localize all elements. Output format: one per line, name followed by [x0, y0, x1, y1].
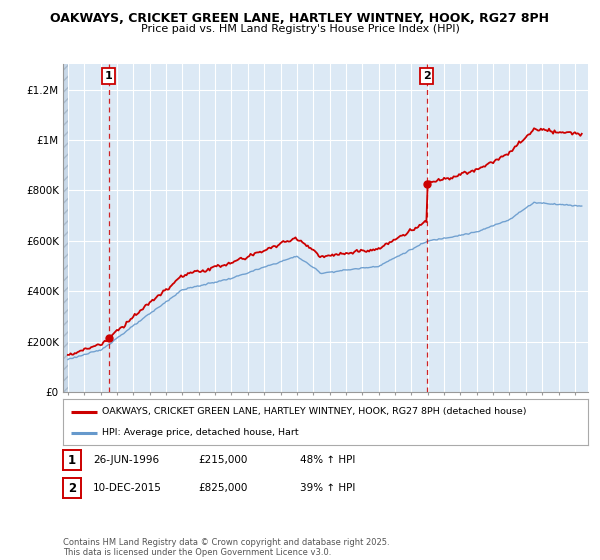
Text: Contains HM Land Registry data © Crown copyright and database right 2025.
This d: Contains HM Land Registry data © Crown c…	[63, 538, 389, 557]
Text: 1: 1	[68, 454, 76, 467]
Text: £215,000: £215,000	[198, 455, 247, 465]
Text: OAKWAYS, CRICKET GREEN LANE, HARTLEY WINTNEY, HOOK, RG27 8PH (detached house): OAKWAYS, CRICKET GREEN LANE, HARTLEY WIN…	[103, 407, 527, 416]
Text: HPI: Average price, detached house, Hart: HPI: Average price, detached house, Hart	[103, 428, 299, 437]
Text: 26-JUN-1996: 26-JUN-1996	[93, 455, 159, 465]
Bar	[63, 64, 68, 392]
Text: 48% ↑ HPI: 48% ↑ HPI	[300, 455, 355, 465]
Text: 1: 1	[105, 71, 113, 81]
Text: OAKWAYS, CRICKET GREEN LANE, HARTLEY WINTNEY, HOOK, RG27 8PH: OAKWAYS, CRICKET GREEN LANE, HARTLEY WIN…	[50, 12, 550, 25]
Text: Price paid vs. HM Land Registry's House Price Index (HPI): Price paid vs. HM Land Registry's House …	[140, 24, 460, 34]
Text: £825,000: £825,000	[198, 483, 247, 493]
Text: 10-DEC-2015: 10-DEC-2015	[93, 483, 162, 493]
Text: 2: 2	[423, 71, 431, 81]
Text: 39% ↑ HPI: 39% ↑ HPI	[300, 483, 355, 493]
Text: 2: 2	[68, 482, 76, 495]
